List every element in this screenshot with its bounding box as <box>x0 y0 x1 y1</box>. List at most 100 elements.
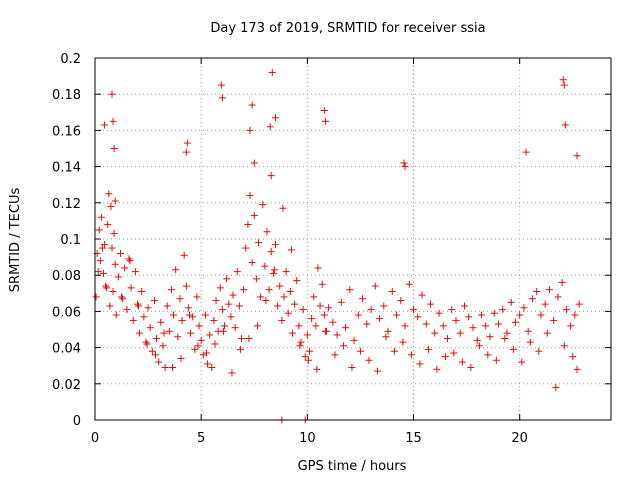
data-point <box>111 197 119 205</box>
data-point <box>393 311 401 319</box>
data-point <box>304 356 312 364</box>
y-tick-label: 0 <box>73 414 81 429</box>
data-point <box>195 322 203 330</box>
y-tick-label: 0.02 <box>52 378 81 393</box>
data-point <box>388 287 396 295</box>
data-point <box>554 293 562 301</box>
data-point <box>422 320 430 328</box>
data-point <box>101 121 109 129</box>
data-point <box>218 94 226 102</box>
data-point <box>183 139 191 147</box>
data-point <box>342 324 350 332</box>
data-point <box>575 300 583 308</box>
data-point <box>107 202 115 210</box>
data-point <box>494 320 502 328</box>
data-point <box>456 329 464 337</box>
data-point <box>180 251 188 259</box>
data-point <box>518 358 526 366</box>
data-point <box>212 297 220 305</box>
data-point <box>313 365 321 373</box>
data-point <box>94 268 102 276</box>
data-point <box>95 226 103 234</box>
data-point <box>270 266 278 274</box>
data-point <box>248 259 256 267</box>
data-point <box>185 311 193 319</box>
data-point <box>242 244 250 252</box>
data-point <box>469 324 477 332</box>
data-point <box>271 114 279 122</box>
data-point <box>333 331 341 339</box>
data-point <box>278 316 286 324</box>
data-point <box>202 349 210 357</box>
data-point <box>397 297 405 305</box>
data-point <box>400 159 408 167</box>
data-point <box>265 286 273 294</box>
data-point <box>331 351 339 359</box>
data-point <box>320 106 328 114</box>
data-point <box>97 213 105 221</box>
y-tick-label: 0.08 <box>52 269 81 284</box>
data-point <box>250 159 258 167</box>
data-point <box>390 347 398 355</box>
data-point <box>552 383 560 391</box>
data-point <box>316 302 324 310</box>
data-point <box>279 204 287 212</box>
data-point <box>157 318 165 326</box>
data-point <box>356 347 364 355</box>
data-point <box>371 282 379 290</box>
data-point <box>261 262 269 270</box>
data-point <box>106 302 114 310</box>
x-tick-label: 10 <box>299 431 316 446</box>
data-point <box>301 353 309 361</box>
data-point <box>152 351 160 359</box>
data-point <box>499 306 507 314</box>
y-tick-label: 0.2 <box>60 52 81 67</box>
data-point <box>105 190 113 198</box>
data-point <box>109 287 117 295</box>
data-point <box>562 306 570 314</box>
data-point <box>486 333 494 341</box>
data-point <box>194 342 202 350</box>
data-point <box>216 284 224 292</box>
data-point <box>169 364 177 372</box>
data-point <box>321 327 329 335</box>
data-point <box>109 117 117 125</box>
data-point <box>189 313 197 321</box>
data-point <box>250 211 258 219</box>
data-point <box>225 300 233 308</box>
grid-lines <box>95 58 611 420</box>
data-point <box>101 240 109 248</box>
data-point <box>133 300 141 308</box>
data-point <box>367 306 375 314</box>
data-point <box>286 287 294 295</box>
data-point <box>161 364 169 372</box>
data-point <box>443 335 451 343</box>
data-point <box>123 306 131 314</box>
data-point <box>131 268 139 276</box>
data-point <box>312 322 320 330</box>
data-point <box>221 322 229 330</box>
data-point <box>268 68 276 76</box>
data-point <box>401 322 409 330</box>
y-tick-label: 0.06 <box>52 305 81 320</box>
data-point <box>176 295 184 303</box>
data-point <box>263 228 271 236</box>
data-point <box>121 264 129 272</box>
y-tick-label: 0.04 <box>52 342 81 357</box>
data-point <box>533 287 541 295</box>
data-point <box>359 295 367 303</box>
data-point <box>108 244 116 252</box>
data-point <box>108 90 116 98</box>
data-point <box>201 311 209 319</box>
data-point <box>416 360 424 368</box>
data-point <box>501 335 509 343</box>
data-point <box>305 347 313 355</box>
data-point <box>144 304 152 312</box>
data-point <box>227 313 235 321</box>
data-point <box>142 338 150 346</box>
data-point <box>129 316 137 324</box>
data-point <box>146 324 154 332</box>
data-point <box>184 304 192 312</box>
data-point <box>257 293 265 301</box>
